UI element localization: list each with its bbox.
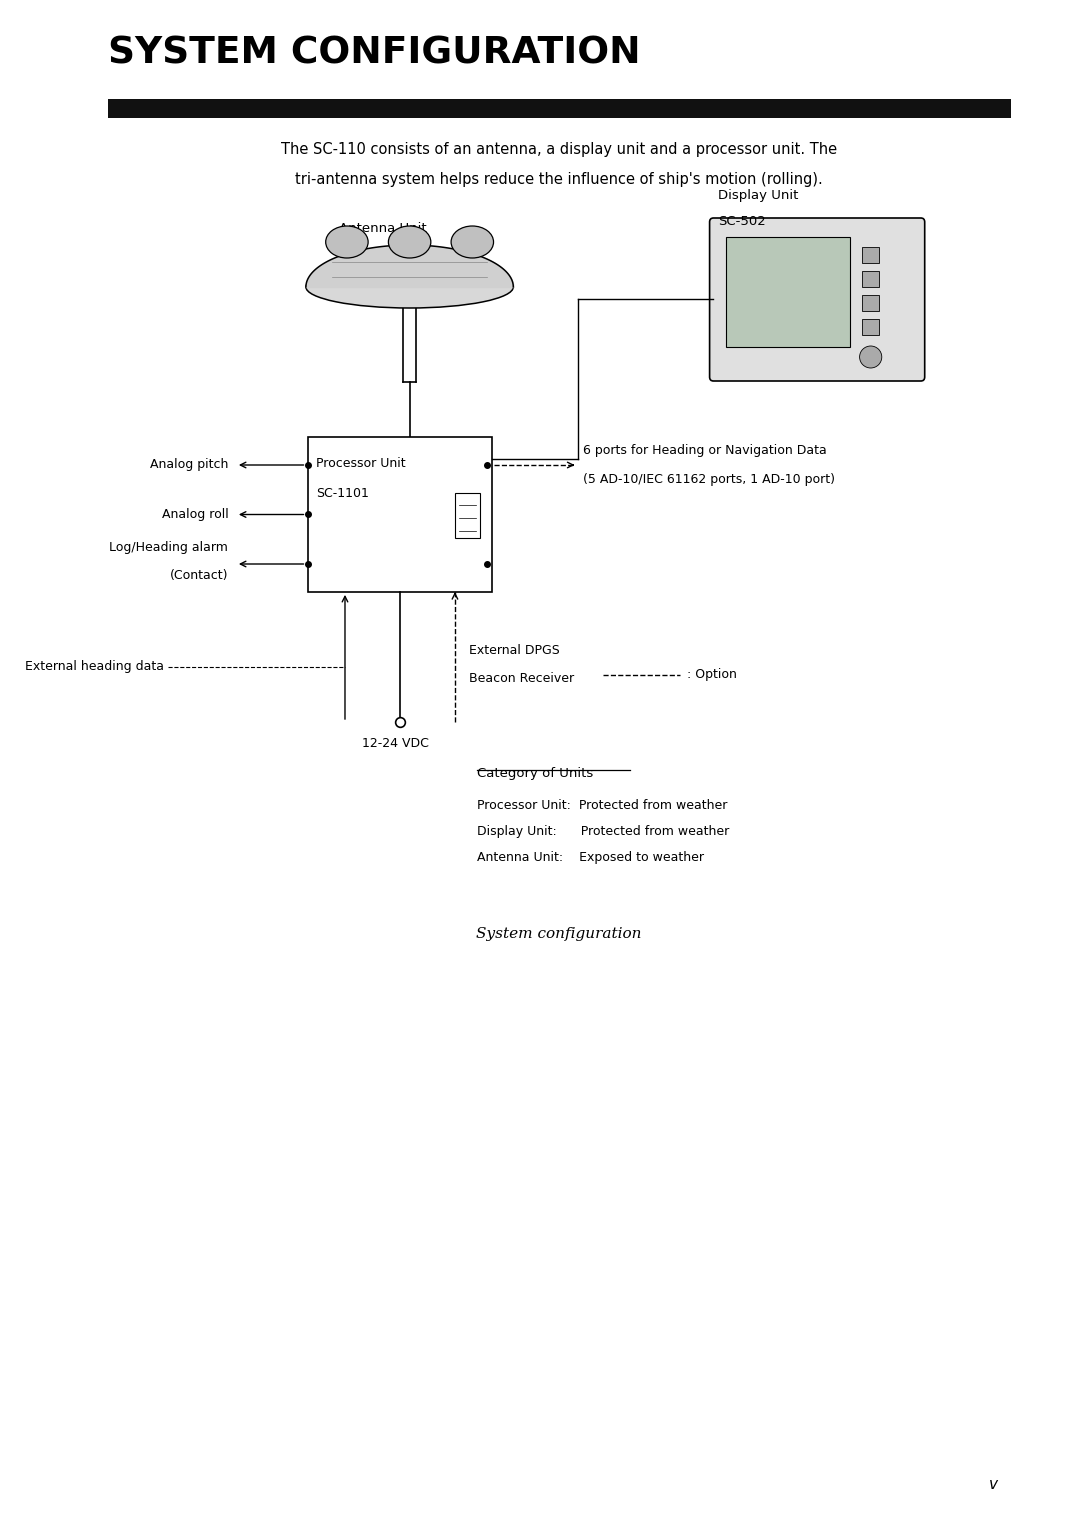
Text: External heading data: External heading data <box>25 661 164 673</box>
Text: Display Unit:      Protected from weather: Display Unit: Protected from weather <box>477 825 729 838</box>
Text: Processor Unit:  Protected from weather: Processor Unit: Protected from weather <box>477 799 728 812</box>
Text: Display Unit: Display Unit <box>718 189 798 202</box>
Text: SC-1203F: SC-1203F <box>339 249 403 263</box>
Bar <box>862 319 879 334</box>
Text: SC-502: SC-502 <box>718 215 766 228</box>
Text: Analog roll: Analog roll <box>162 508 228 521</box>
Bar <box>862 247 879 263</box>
Bar <box>862 270 879 287</box>
Text: v: v <box>988 1477 998 1492</box>
Text: SYSTEM CONFIGURATION: SYSTEM CONFIGURATION <box>108 37 640 72</box>
Ellipse shape <box>389 226 431 258</box>
Ellipse shape <box>326 226 368 258</box>
Text: (Contact): (Contact) <box>170 570 228 582</box>
Text: tri-antenna system helps reduce the influence of ship's motion (rolling).: tri-antenna system helps reduce the infl… <box>295 173 823 186</box>
Text: Category of Units: Category of Units <box>477 767 593 780</box>
Text: : Option: : Option <box>687 669 738 681</box>
Bar <box>308 437 491 592</box>
Bar <box>862 295 879 312</box>
Text: The SC-110 consists of an antenna, a display unit and a processor unit. The: The SC-110 consists of an antenna, a dis… <box>281 142 837 157</box>
Text: SC-1101: SC-1101 <box>316 487 369 499</box>
Text: Processor Unit: Processor Unit <box>316 457 406 470</box>
Text: External DPGS: External DPGS <box>470 644 561 657</box>
Ellipse shape <box>860 347 881 368</box>
Text: (5 AD-10/IEC 61162 ports, 1 AD-10 port): (5 AD-10/IEC 61162 ports, 1 AD-10 port) <box>583 473 835 486</box>
Ellipse shape <box>451 226 494 258</box>
Text: 12-24 VDC: 12-24 VDC <box>362 738 429 750</box>
Text: 6 ports for Heading or Navigation Data: 6 ports for Heading or Navigation Data <box>583 444 827 457</box>
Text: Log/Heading alarm: Log/Heading alarm <box>109 541 228 554</box>
Bar <box>726 237 850 347</box>
Bar <box>108 99 1011 118</box>
FancyBboxPatch shape <box>710 218 924 382</box>
Text: Antenna Unit:    Exposed to weather: Antenna Unit: Exposed to weather <box>477 851 704 864</box>
Text: Beacon Receiver: Beacon Receiver <box>470 672 575 686</box>
Ellipse shape <box>306 266 513 308</box>
Text: Antenna Unit: Antenna Unit <box>339 221 427 235</box>
Text: System configuration: System configuration <box>476 927 642 941</box>
Bar <box>455 493 480 539</box>
Text: Analog pitch: Analog pitch <box>150 458 228 472</box>
